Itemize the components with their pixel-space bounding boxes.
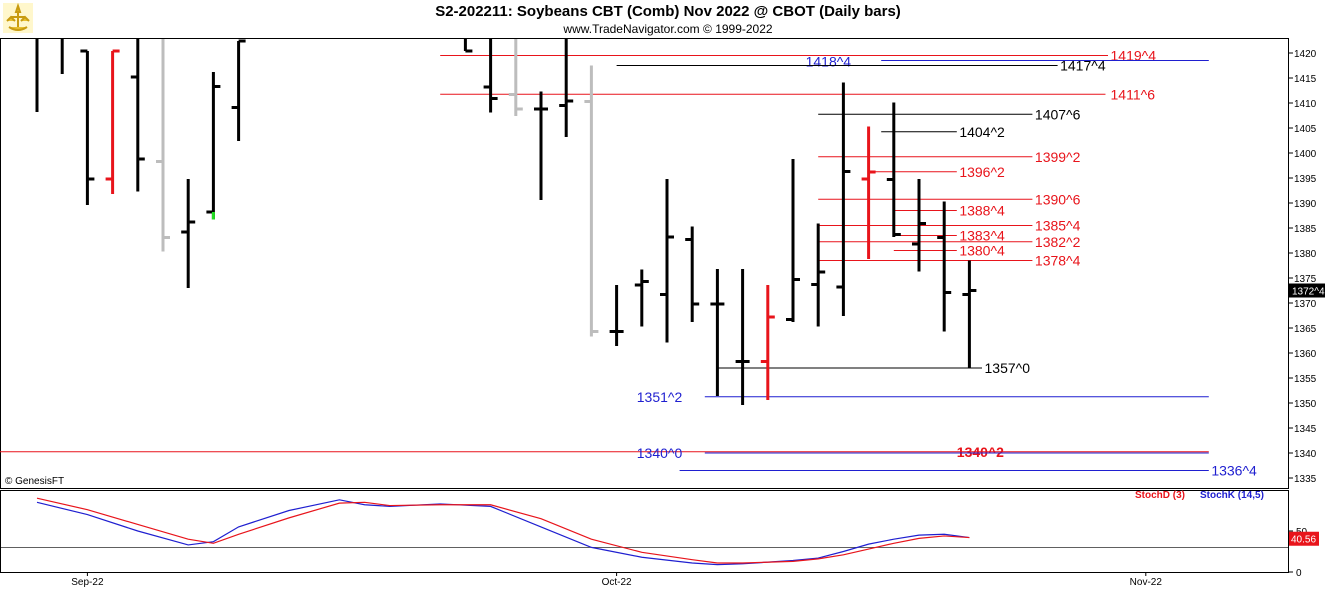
- stoch-last-value-label: 40.56: [1291, 535, 1316, 546]
- ohlc-bar: [105, 49, 120, 194]
- level-label: 1407^6: [1035, 106, 1081, 122]
- stoch-series-line: [36, 497, 970, 564]
- last-price-box: [1289, 283, 1325, 298]
- ohlc-bar: [836, 82, 851, 316]
- price-axis-tick-label: 1390: [1294, 199, 1317, 210]
- ohlc-bar: [508, 39, 523, 116]
- stoch-pane-frame: [0, 490, 1289, 573]
- price-axis-tick-label: 1410: [1294, 99, 1317, 110]
- level-label: 1388^4: [959, 203, 1005, 219]
- level-label: 1390^6: [1035, 191, 1081, 207]
- level-label: 1378^4: [1035, 253, 1081, 269]
- price-axis-tick-label: 1395: [1294, 174, 1317, 185]
- ohlc-bar: [463, 39, 473, 53]
- ohlc-bar: [609, 285, 624, 346]
- date-axis-label: Nov-22: [1130, 577, 1163, 588]
- date-axis-label: Sep-22: [71, 577, 104, 588]
- ohlc-bar: [685, 226, 700, 322]
- price-axis-tick-label: 1335: [1294, 474, 1317, 485]
- price-axis-tick-label: 1375: [1294, 274, 1317, 285]
- ohlc-bar: [937, 201, 952, 332]
- ohlc-bar: [811, 223, 826, 327]
- stoch-legend-entry: StochK (14,5): [1200, 490, 1264, 501]
- trading-logo-icon: [3, 3, 33, 33]
- last-price-label: 1372^4: [1292, 287, 1325, 298]
- ohlc-bar: [584, 65, 599, 337]
- chart-header: S2-202211: Soybeans CBT (Comb) Nov 2022 …: [0, 0, 1336, 38]
- ohlc-bar: [786, 159, 800, 322]
- stochastic-pane: 050StochD (3)StochK (14,5)40.56: [0, 490, 1319, 579]
- level-label: 1404^2: [959, 124, 1005, 140]
- stoch-series-line: [36, 499, 970, 566]
- ohlc-bar: [760, 285, 775, 400]
- price-axis-tick-label: 1420: [1294, 49, 1317, 60]
- level-label: 1382^2: [1035, 234, 1081, 250]
- ohlc-bar: [861, 126, 876, 259]
- ohlc-bar: [886, 102, 901, 237]
- price-axis-tick-label: 1380: [1294, 249, 1317, 260]
- price-axis-tick-label: 1385: [1294, 224, 1317, 235]
- ohlc-bar: [912, 179, 926, 272]
- chart-subtitle: www.TradeNavigator.com © 1999-2022: [563, 22, 773, 36]
- ohlc-bar: [962, 260, 977, 368]
- price-axis-tick-label: 1405: [1294, 124, 1317, 135]
- chart-title: S2-202211: Soybeans CBT (Comb) Nov 2022 …: [435, 3, 901, 20]
- level-label: 1336^4: [1211, 463, 1257, 479]
- date-axis: Sep-22 Oct-22 Nov-22: [71, 572, 1162, 588]
- price-axis-tick-label: 1360: [1294, 349, 1317, 360]
- ohlc-bar: [534, 91, 548, 200]
- price-pane-frame: [0, 38, 1289, 489]
- ohlc-bar: [156, 39, 170, 252]
- ohlc-bar: [483, 39, 498, 113]
- level-label: 1340^2: [957, 444, 1004, 460]
- ohlc-bar: [735, 269, 750, 405]
- ohlc-bar: [710, 269, 725, 396]
- level-label: 1419^4: [1111, 48, 1157, 64]
- level-label: 1340^0: [637, 445, 683, 461]
- stoch-legend-entry: StochD (3): [1135, 490, 1185, 501]
- ohlc-bar: [660, 179, 674, 343]
- price-axis-tick-label: 1340: [1294, 449, 1317, 460]
- price-axis-tick-label: 1365: [1294, 324, 1317, 335]
- ohlc-bar: [80, 49, 95, 205]
- ohlc-bar: [130, 39, 145, 192]
- level-label: 1351^2: [637, 389, 683, 405]
- price-pane: 1335 1340 1345 1350 1355 1360 1365 1370 1375 1380…: [0, 38, 1325, 489]
- date-axis-label: Oct-22: [602, 577, 632, 588]
- ohlc-bar: [181, 179, 196, 288]
- ohlc-bar: [206, 72, 221, 220]
- price-axis-tick-label: 1345: [1294, 424, 1317, 435]
- level-label: 1399^2: [1035, 149, 1081, 165]
- level-label: 1417^4: [1060, 58, 1106, 74]
- ohlc-bar: [559, 39, 574, 137]
- stoch-axis-tick-label: 0: [1296, 568, 1302, 579]
- stoch-last-value-box: [1289, 531, 1319, 546]
- copyright-label: © GenesisFT: [5, 476, 64, 487]
- level-label: 1357^0: [985, 360, 1031, 376]
- ohlc-bar: [231, 39, 246, 141]
- level-label: 1385^4: [1035, 218, 1081, 234]
- level-label: 1396^2: [959, 164, 1005, 180]
- level-label: 1411^6: [1111, 86, 1156, 102]
- level-label: 1418^4: [806, 54, 852, 70]
- price-axis-tick-label: 1415: [1294, 74, 1317, 85]
- level-label: 1383^4: [959, 228, 1005, 244]
- price-axis-tick-label: 1370: [1294, 299, 1317, 310]
- level-label: 1380^4: [959, 243, 1005, 259]
- price-axis-tick-label: 1350: [1294, 399, 1317, 410]
- price-axis-tick-label: 1355: [1294, 374, 1317, 385]
- price-axis-tick-label: 1400: [1294, 149, 1317, 160]
- ohlc-bar: [634, 269, 649, 327]
